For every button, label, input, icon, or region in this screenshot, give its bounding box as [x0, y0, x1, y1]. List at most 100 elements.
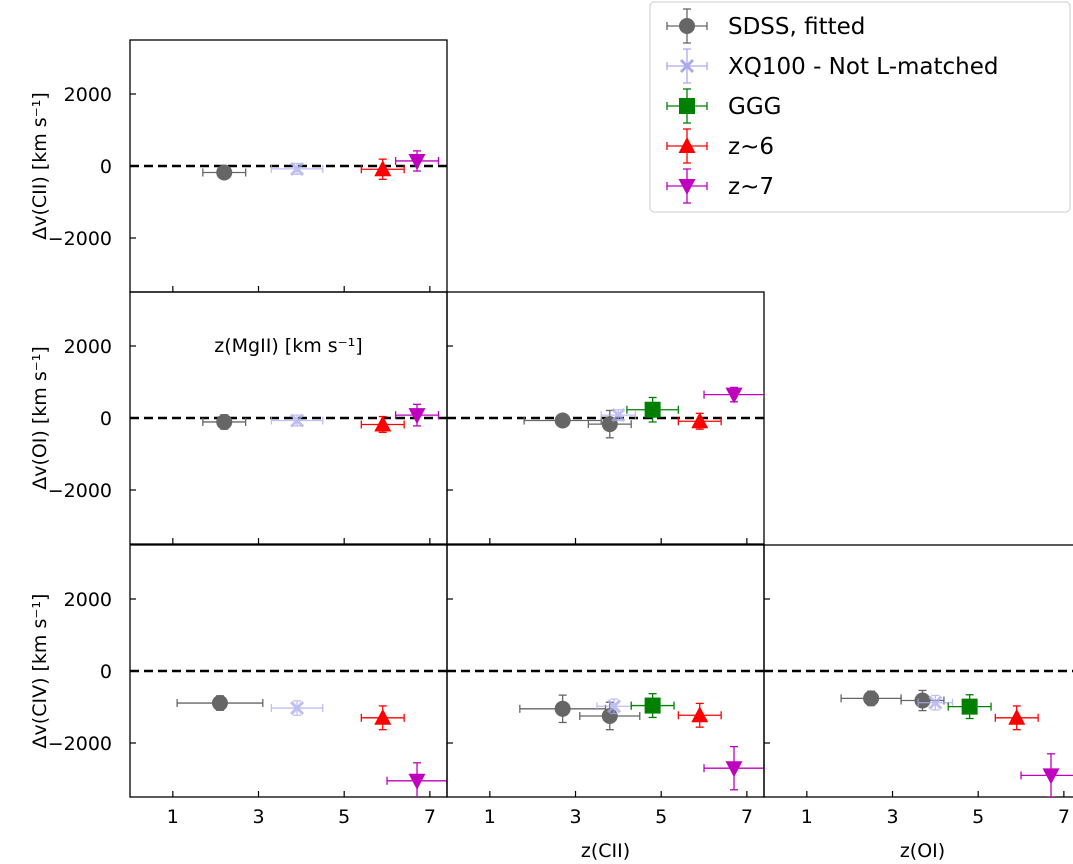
marker: [554, 412, 571, 429]
marker: [216, 164, 233, 181]
marker: [290, 701, 305, 716]
point-sdss-fitted: [587, 409, 632, 439]
legend-marker: [679, 58, 695, 74]
point-xq100-not-l-matched: [917, 694, 954, 711]
legend-entry: GGG: [666, 88, 781, 124]
panel-mgii-vs-oi: −2000 0 2000 Δv(OI) [km s⁻¹]: [29, 291, 448, 545]
legend-marker: [679, 98, 695, 114]
point-z-7: [703, 745, 764, 791]
marker: [691, 412, 709, 429]
data-points: [202, 403, 440, 434]
marker: [408, 408, 426, 425]
point-sdss-fitted: [519, 694, 607, 724]
point-z-6: [677, 702, 722, 728]
y-tick-label: −2000: [48, 228, 112, 250]
marker: [211, 695, 228, 712]
panel-mgii-vs-cii: −2000 0 2000 Δv(CII) [km s⁻¹] z(MgII) [km s⁻…: [29, 39, 448, 357]
marker: [290, 413, 305, 428]
marker: [928, 695, 943, 710]
marker: [374, 415, 392, 432]
marker: [408, 153, 426, 170]
x-axis-label: z(OI): [900, 840, 945, 862]
panel-cii-vs-oi: [446, 291, 765, 545]
point-sdss-fitted: [202, 413, 247, 430]
data-points: [202, 150, 440, 181]
legend-marker: [679, 18, 695, 34]
marker: [607, 699, 622, 714]
legend: SDSS, fitted XQ100 - Not L-matched GGG z~6 z…: [649, 1, 1071, 213]
y-axis-label: Δv(OI) [km s⁻¹]: [29, 346, 51, 490]
legend-label: GGG: [728, 94, 781, 120]
legend-marker: [678, 137, 696, 153]
marker: [554, 700, 571, 717]
marker: [863, 690, 880, 707]
data-points: [840, 689, 1073, 797]
marker: [691, 706, 709, 723]
data-points: [176, 695, 447, 797]
point-xq100-not-l-matched: [270, 161, 324, 176]
x-tick-label: 1: [484, 806, 496, 828]
marker: [408, 773, 426, 790]
marker: [1008, 708, 1026, 725]
legend-entry: z~6: [666, 128, 774, 164]
point-z-6: [360, 415, 405, 434]
point-sdss-fitted: [202, 164, 247, 181]
marker: [961, 698, 978, 715]
y-tick-label: 0: [100, 408, 112, 430]
x-tick-label: 5: [655, 806, 667, 828]
x-tick-label: 5: [338, 806, 350, 828]
point-z-6: [677, 412, 722, 430]
legend-frame: [649, 1, 1071, 213]
y-tick-label: 2000: [64, 589, 112, 611]
x-tick-label: 7: [1058, 806, 1070, 828]
marker: [374, 708, 392, 725]
point-z-7: [703, 386, 764, 404]
y-axis-label: Δv(CIV) [km s⁻¹]: [29, 594, 51, 749]
marker: [644, 401, 661, 418]
legend-entry: z~7: [666, 168, 774, 204]
point-z-6: [994, 705, 1039, 731]
marker: [374, 160, 392, 177]
y-tick-label: −2000: [48, 733, 112, 755]
marker: [725, 761, 743, 778]
panel-cii-vs-civ: 1 3 5 7 z(CII): [446, 544, 765, 862]
panel-mgii-vs-civ: 1 3 5 7 −2000 0 2000 Δv(CIV) [km s⁻¹]: [29, 544, 448, 828]
y-tick-label: 2000: [64, 336, 112, 358]
point-z-7: [394, 150, 440, 172]
marker: [611, 408, 626, 423]
point-xq100-not-l-matched: [596, 698, 632, 715]
point-xq100-not-l-matched: [600, 408, 637, 423]
point-z-7: [394, 403, 440, 427]
marker: [725, 387, 743, 404]
y-tick-label: 2000: [64, 84, 112, 106]
legend-marker: [678, 179, 696, 195]
point-xq100-not-l-matched: [270, 700, 324, 716]
y-tick-label: 0: [100, 156, 112, 178]
legend-label: SDSS, fitted: [728, 14, 865, 40]
legend-label: XQ100 - Not L-matched: [728, 54, 999, 80]
x-axis-label: z(MgII) [km s⁻¹]: [214, 335, 362, 357]
x-tick-label: 3: [886, 806, 898, 828]
legend-entry: SDSS, fitted: [666, 8, 865, 44]
x-tick-label: 1: [801, 806, 813, 828]
marker: [290, 161, 305, 176]
x-tick-label: 3: [252, 806, 264, 828]
y-tick-label: 0: [100, 661, 112, 683]
x-tick-label: 7: [741, 806, 753, 828]
point-xq100-not-l-matched: [270, 413, 324, 428]
x-tick-label: 1: [167, 806, 179, 828]
legend-label: z~7: [728, 174, 774, 200]
point-sdss-fitted: [176, 695, 264, 712]
legend-entry: XQ100 - Not L-matched: [666, 48, 999, 84]
point-sdss-fitted: [840, 690, 902, 707]
point-z-7: [386, 762, 447, 797]
marker: [216, 413, 233, 430]
legend-label: z~6: [728, 134, 774, 160]
data-points: [519, 693, 764, 791]
point-z-6: [360, 705, 405, 731]
marker: [644, 697, 661, 714]
y-axis-label: Δv(CII) [km s⁻¹]: [29, 92, 51, 240]
panel-oi-vs-civ: 1 3 5 7 z(OI): [763, 544, 1073, 862]
point-z-7: [1020, 753, 1073, 797]
